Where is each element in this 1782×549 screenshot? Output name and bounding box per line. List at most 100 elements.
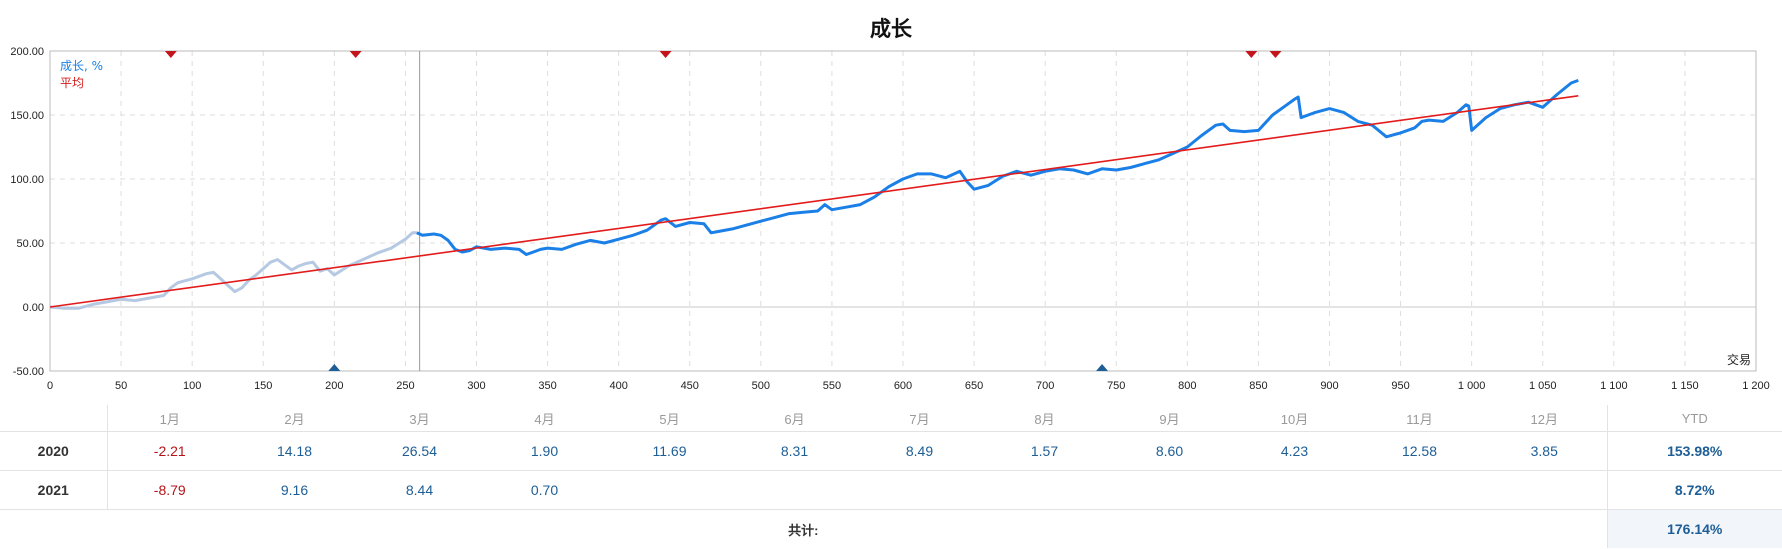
- ytd-cell: 8.72%: [1606, 470, 1782, 510]
- markers: [164, 51, 1282, 371]
- x-tick-label: 950: [1391, 380, 1409, 392]
- month-value-cell: -2.21: [107, 431, 232, 471]
- header-month: 6月: [732, 405, 857, 432]
- table-row: 2020 -2.21 14.18 26.54 1.90 11.69 8.31 8.49 1.57…: [0, 431, 1782, 471]
- x-tick-label: 50: [115, 380, 127, 392]
- month-value-cell: 0.70: [482, 470, 607, 510]
- top-marker: [349, 51, 362, 58]
- x-tick-label: 200: [325, 380, 343, 392]
- x-tick-label: 900: [1320, 380, 1338, 392]
- x-tick-label: 800: [1178, 380, 1196, 392]
- table-header-row: 1月 2月 3月 4月 5月 6月 7月 8月 9月 10月 11月 12月 YTD: [0, 405, 1782, 432]
- month-value-cell: 3.85: [1482, 431, 1607, 471]
- growth-chart-svg: 成长 -50.00 0.00 50.00 100.00 150.00 200.00 0 50…: [10, 17, 1770, 392]
- bottom-marker: [1096, 364, 1109, 371]
- header-month: 4月: [482, 405, 607, 432]
- total-label: 共计:: [788, 522, 819, 538]
- legend-growth: 成长, %: [60, 59, 103, 73]
- month-value-cell: 9.16: [232, 470, 357, 510]
- month-value-cell: [857, 470, 982, 510]
- header-month: 2月: [232, 405, 357, 432]
- x-axis: 0 50 100 150 200 250 300 350 400 450 500 550 600 650 7…: [47, 380, 1770, 392]
- month-value-cell: [732, 470, 857, 510]
- top-marker: [164, 51, 177, 58]
- y-tick-label: 200.00: [10, 46, 44, 58]
- growth-chart: 成长 -50.00 0.00 50.00 100.00 150.00 200.00 0 50…: [10, 17, 1770, 392]
- x-tick-label: 150: [254, 380, 272, 392]
- x-axis-label: 交易: [1727, 352, 1751, 367]
- x-tick-label: 100: [183, 380, 201, 392]
- x-tick-label: 850: [1249, 380, 1267, 392]
- header-month: 5月: [607, 405, 732, 432]
- x-tick-label: 1 000: [1458, 380, 1486, 392]
- month-value-cell: [982, 470, 1107, 510]
- month-value-cell: [1107, 470, 1232, 510]
- x-tick-label: 250: [396, 380, 414, 392]
- month-value-cell: 1.90: [482, 431, 607, 471]
- x-tick-label: 700: [1036, 380, 1054, 392]
- year-cell: 2021: [0, 470, 108, 510]
- month-value-cell: [1357, 470, 1482, 510]
- x-tick-label: 0: [47, 380, 53, 392]
- header-month: 9月: [1107, 405, 1232, 432]
- total-row: 共计: 176.14%: [0, 509, 1782, 548]
- series-line-average: [49, 95, 1579, 308]
- month-value-cell: 14.18: [232, 431, 357, 471]
- series-line-growth: [416, 78, 1579, 256]
- header-blank: [0, 405, 108, 432]
- month-value-cell: 8.31: [732, 431, 857, 471]
- y-axis: -50.00 0.00 50.00 100.00 150.00 200.00: [10, 46, 44, 378]
- x-tick-label: 1 100: [1600, 380, 1628, 392]
- header-month: 11月: [1357, 405, 1482, 432]
- top-marker: [659, 51, 672, 58]
- year-cell: 2020: [0, 431, 108, 471]
- month-value-cell: 12.58: [1357, 431, 1482, 471]
- month-value-cell: [607, 470, 732, 510]
- x-tick-label: 650: [965, 380, 983, 392]
- month-value-cell: 11.69: [607, 431, 732, 471]
- x-tick-label: 1 200: [1742, 380, 1770, 392]
- total-value: 176.14%: [1606, 509, 1782, 548]
- header-month: 10月: [1232, 405, 1357, 432]
- y-tick-label: 50.00: [16, 238, 44, 250]
- chart-title: 成长: [870, 17, 913, 41]
- header-month: 7月: [857, 405, 982, 432]
- x-tick-label: 550: [823, 380, 841, 392]
- ytd-cell: 153.98%: [1606, 431, 1782, 471]
- returns-table: 1月 2月 3月 4月 5月 6月 7月 8月 9月 10月 11月 12月 YTD 2020 -2.21…: [0, 405, 1782, 548]
- y-tick-label: -50.00: [13, 366, 44, 378]
- table-row: 2021 -8.79 9.16 8.44 0.70 8.72%: [0, 470, 1782, 510]
- month-value-cell: 8.44: [357, 470, 482, 510]
- header-month: 12月: [1482, 405, 1607, 432]
- month-value-cell: 1.57: [982, 431, 1107, 471]
- month-value-cell: [1232, 470, 1357, 510]
- x-tick-label: 600: [894, 380, 912, 392]
- x-tick-label: 350: [538, 380, 556, 392]
- series-line-history: [49, 231, 417, 310]
- month-value-cell: [1482, 470, 1607, 510]
- x-tick-label: 1 150: [1671, 380, 1699, 392]
- x-tick-label: 750: [1107, 380, 1125, 392]
- series: [49, 78, 1579, 310]
- x-tick-label: 450: [681, 380, 699, 392]
- header-month: 3月: [357, 405, 482, 432]
- y-tick-label: 100.00: [10, 174, 44, 186]
- plot-border: [49, 50, 1757, 372]
- month-value-cell: 4.23: [1232, 431, 1357, 471]
- month-value-cell: -8.79: [107, 470, 232, 510]
- legend-average: 平均: [60, 76, 84, 90]
- month-value-cell: 26.54: [357, 431, 482, 471]
- top-marker: [1269, 51, 1282, 58]
- x-tick-label: 300: [467, 380, 485, 392]
- month-value-cell: 8.60: [1107, 431, 1232, 471]
- header-month: 8月: [982, 405, 1107, 432]
- x-tick-label: 400: [609, 380, 627, 392]
- header-ytd: YTD: [1606, 405, 1782, 432]
- y-tick-label: 150.00: [10, 110, 44, 122]
- monthly-returns-table: 1月 2月 3月 4月 5月 6月 7月 8月 9月 10月 11月 12月 YTD 2020 -2.21…: [0, 405, 1782, 549]
- bottom-marker: [328, 364, 341, 371]
- month-value-cell: 8.49: [857, 431, 982, 471]
- y-tick-label: 0.00: [23, 302, 44, 314]
- top-marker: [1245, 51, 1258, 58]
- x-tick-label: 500: [752, 380, 770, 392]
